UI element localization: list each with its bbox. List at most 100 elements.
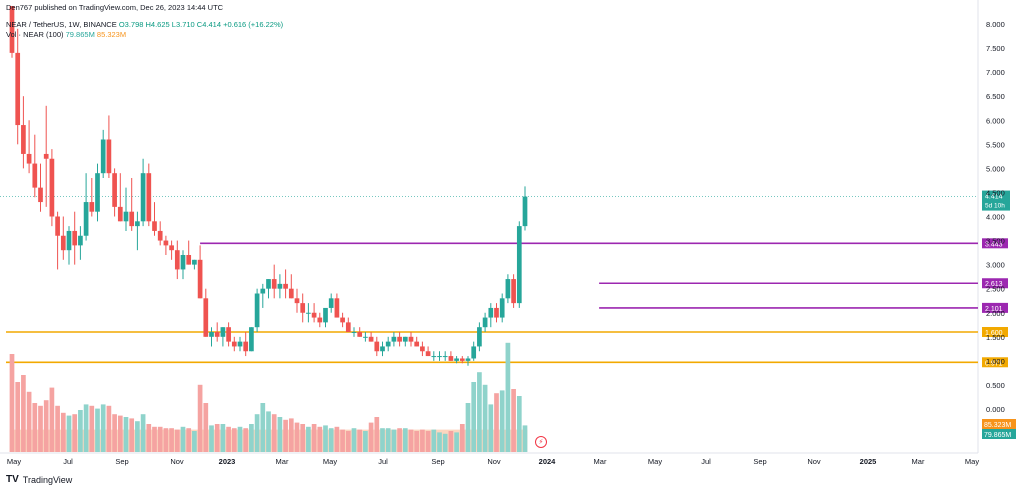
volume-bar (123, 417, 129, 452)
level-label: 1.600 (985, 330, 1003, 337)
volume-bar (368, 422, 374, 452)
volume-value-1: 79.865M (65, 30, 95, 39)
volume-bar (397, 428, 402, 452)
time-tick-label: 2023 (219, 457, 236, 466)
volume-label: 79.865M (984, 432, 1011, 439)
candle-body (220, 327, 226, 337)
publish-text: Den767 published on TradingView.com, Dec… (6, 3, 224, 12)
volume-bar (226, 426, 231, 452)
candle-body (391, 336, 397, 342)
candle-body (317, 317, 323, 323)
volume-bar (231, 428, 237, 452)
time-tick-label: May (7, 457, 21, 466)
candle-body (60, 235, 66, 251)
symbol-line: NEAR / TetherUS, 1W, BINANCE O3.798 H4.6… (6, 20, 283, 29)
volume-bar (163, 428, 169, 452)
horizontal-levels: 3.443 2.613 2.101 1.600 0.971 4.414 5d 10h (0, 190, 1010, 368)
candle-body (192, 259, 197, 265)
time-tick-label: Sep (115, 457, 128, 466)
candle-body (402, 336, 408, 342)
candle-body (66, 230, 72, 251)
last-price-label-bg (982, 190, 1010, 211)
level-label-bg (982, 357, 1008, 368)
volume-info: Vol · NEAR (100) 79.865M 85.323M (6, 30, 126, 39)
publish-info: Den767 published on TradingView.com, Dec… (6, 3, 223, 12)
price-tick-label: 2.500 (986, 285, 1005, 294)
volume-bar (254, 414, 260, 452)
tradingview-brand: TradingView (22, 474, 73, 485)
candle-body (214, 332, 220, 337)
volume-bar (328, 428, 334, 452)
chart-grid (0, 0, 979, 454)
candle-body (72, 230, 78, 246)
volume-label-bg (982, 419, 1016, 429)
time-tick-label: Jul (701, 457, 711, 466)
volume-bar (15, 382, 21, 452)
volume-bar (72, 414, 78, 452)
price-axis: 8.000 7.500 7.000 6.500 6.000 5.500 5.000 4.500… (986, 20, 1005, 414)
candle-body (494, 307, 499, 318)
candle-body (237, 341, 243, 347)
volume-bar (408, 429, 414, 452)
candle-body (112, 173, 117, 207)
volume-bar (157, 426, 163, 452)
volume-bar (488, 404, 494, 452)
volume-bar (106, 405, 112, 452)
time-tick-label: May (965, 457, 979, 466)
volume-bar (522, 425, 528, 452)
candle-body (9, 6, 15, 53)
candle-body (408, 336, 414, 342)
volume-bar (9, 354, 15, 452)
tv-logo-icon: TV (6, 474, 19, 485)
candle-body (465, 358, 471, 361)
candle-body (328, 298, 334, 308)
candle-body (351, 332, 357, 333)
price-tick-label: 1.000 (986, 357, 1005, 366)
volume-bar (186, 428, 192, 452)
volume-bar (100, 404, 106, 452)
volume-bar (442, 433, 448, 452)
price-tick-label: 7.000 (986, 68, 1005, 77)
candle-body (180, 255, 186, 270)
volume-bar (499, 390, 505, 452)
candle-body (380, 346, 385, 352)
volume-bar (363, 431, 368, 452)
volume-indicator-label[interactable]: Vol · NEAR (100) (6, 30, 64, 39)
time-tick-label: Mar (594, 457, 607, 466)
volume-bar (220, 424, 226, 452)
candle-body (49, 158, 55, 217)
volume-label: 85.323M (984, 422, 1011, 429)
time-tick-label: 2025 (860, 457, 877, 466)
candle-body (203, 298, 209, 337)
volume-bar (311, 424, 317, 452)
candle-body (306, 312, 311, 314)
candle-body (231, 341, 237, 347)
volume-bar (420, 429, 425, 452)
tradingview-logo[interactable]: TV TradingView (6, 474, 72, 485)
candle-body (357, 332, 363, 337)
candle-body (294, 298, 300, 304)
candle-body (43, 153, 49, 159)
candle-body (254, 293, 260, 328)
candle-body (55, 216, 60, 236)
candle-body (135, 221, 140, 227)
volume-bar (89, 405, 95, 452)
volume-bar (209, 425, 214, 452)
volume-bar (140, 414, 146, 452)
time-axis: May Jul Sep Nov 2023 Mar May Jul Sep Nov 2024 Mar Ma… (7, 457, 979, 466)
volume-bar (21, 375, 26, 452)
level-label: 3.443 (985, 241, 1003, 248)
symbol-title[interactable]: NEAR / TetherUS, 1W, BINANCE (6, 20, 117, 29)
volume-bar (49, 387, 55, 452)
volume-bar (340, 429, 345, 452)
volume-bar (437, 432, 442, 452)
volume-bar (385, 428, 391, 452)
volume-bar (351, 428, 357, 452)
volume-bar (357, 429, 363, 452)
volume-bar (323, 425, 328, 452)
lightning-icon[interactable]: ⚡ (535, 436, 547, 448)
candle-body (288, 288, 294, 299)
time-tick-label: Jul (378, 457, 388, 466)
volume-bar (277, 417, 283, 452)
